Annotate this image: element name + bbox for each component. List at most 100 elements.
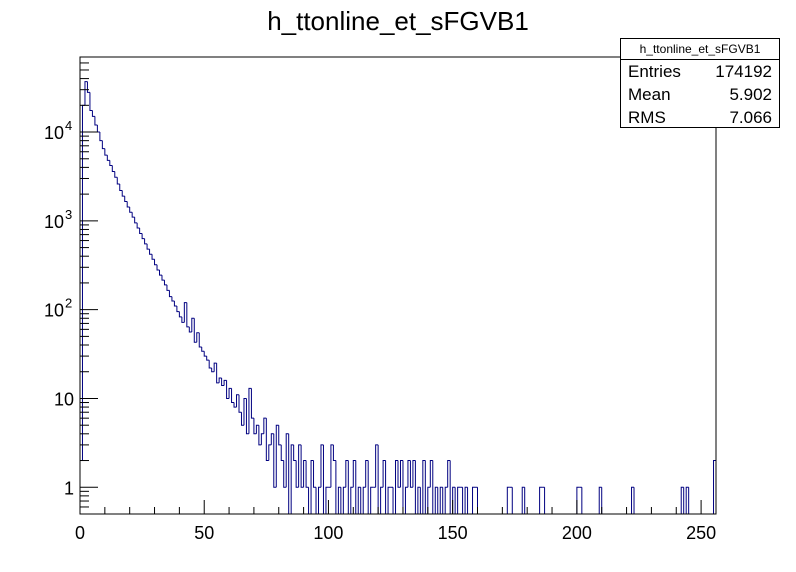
histogram-bin: [206, 356, 210, 361]
histogram-bin: [228, 387, 232, 399]
histogram-bin: [399, 460, 403, 488]
histogram-bin: [211, 368, 215, 373]
histogram-bin: [275, 424, 279, 488]
histogram-bin: [223, 379, 227, 386]
histogram-bin: [367, 460, 369, 514]
histogram-bin: [236, 394, 239, 408]
histogram-bin: [191, 317, 195, 333]
y-tick-label: 1: [64, 478, 74, 498]
histogram-bin: [335, 460, 337, 514]
x-tick-label: 250: [686, 523, 716, 543]
histogram-bin: [308, 487, 310, 514]
histogram-bin: [524, 487, 526, 514]
histogram-bin: [268, 444, 272, 461]
histogram-bin: [598, 486, 602, 514]
stats-rms-label: RMS: [628, 108, 666, 127]
histogram-bin: [116, 177, 120, 185]
histogram-bin: [387, 486, 391, 514]
histogram-bin: [345, 460, 349, 488]
histogram-bin: [444, 486, 448, 514]
histogram-bin: [146, 243, 150, 250]
stats-entries-value: 174192: [715, 62, 772, 81]
y-tick-label: 10: [44, 123, 64, 143]
histogram-bin: [397, 460, 401, 488]
histogram-bin: [104, 148, 108, 156]
histogram-bin: [439, 486, 443, 514]
histogram-bin: [111, 165, 115, 172]
histogram-bin: [318, 486, 321, 514]
histogram-bin: [86, 81, 90, 93]
histogram-bin: [370, 486, 374, 514]
histogram-bin: [285, 433, 289, 488]
histogram-bin: [248, 387, 252, 434]
histogram-bin: [392, 487, 394, 514]
histogram-bin: [365, 460, 369, 488]
histogram-bin: [380, 486, 384, 514]
histogram-bin: [432, 460, 434, 514]
histogram-bin: [176, 305, 180, 313]
histogram-bin: [126, 201, 130, 208]
histogram-bin: [452, 486, 456, 514]
histogram-bin: [114, 171, 118, 178]
histogram-bin: [231, 388, 235, 404]
histogram-bin: [278, 425, 282, 446]
histogram-bin: [342, 486, 346, 514]
histogram-bin: [84, 81, 88, 106]
histogram-bin: [544, 487, 546, 514]
x-tick-label: 200: [562, 523, 592, 543]
histogram-bin: [163, 280, 167, 286]
histogram-bin: [129, 207, 133, 213]
histogram-bin: [337, 486, 341, 514]
histogram-bin: [201, 346, 205, 352]
histogram-bin: [288, 433, 290, 514]
histogram-bin: [106, 155, 110, 161]
histogram-bin: [477, 487, 478, 514]
histogram-bin: [402, 460, 404, 514]
histogram-bin: [213, 362, 217, 372]
histogram-bin: [154, 259, 158, 266]
histogram-bin: [539, 486, 543, 514]
histogram-bin: [188, 326, 192, 333]
histogram-bin: [124, 196, 128, 203]
stats-row-entries: Entries 174192: [621, 60, 779, 83]
x-tick-label: 100: [313, 523, 343, 543]
histogram-bin: [472, 486, 476, 514]
histogram-bin: [713, 460, 716, 514]
histogram-bin: [260, 433, 264, 445]
histogram-bin: [521, 486, 525, 514]
histogram-bin: [395, 460, 398, 514]
histogram-bin: [419, 487, 421, 514]
histogram-bin: [417, 486, 421, 514]
y-tick-label: 10: [44, 212, 64, 232]
histogram-bin: [96, 125, 100, 133]
histogram-bin: [362, 486, 366, 514]
histogram-bin: [382, 460, 386, 488]
histogram-bin: [183, 302, 187, 323]
stats-rms-value: 7.066: [729, 108, 772, 127]
histogram-bin: [245, 398, 249, 435]
histogram-bin: [355, 460, 357, 514]
y-tick-label: 10: [54, 389, 74, 409]
histogram-bin: [283, 460, 287, 488]
histogram-bin: [340, 487, 342, 514]
histogram-bin: [310, 460, 314, 514]
histogram-bin: [303, 460, 307, 488]
histogram-bin: [119, 184, 123, 191]
histogram-bin: [412, 460, 416, 488]
histogram-bin: [238, 394, 242, 413]
histogram-bin: [99, 132, 103, 142]
histogram-bin: [631, 486, 635, 514]
histogram-bin: [407, 460, 411, 488]
histogram-bin: [437, 487, 439, 514]
histogram-bin: [134, 217, 138, 224]
histogram-bin: [683, 487, 685, 514]
y-tick-label: 10: [44, 301, 64, 321]
histogram-bin: [233, 402, 237, 408]
histogram-bin: [352, 460, 356, 488]
histogram-bin: [449, 460, 451, 514]
histogram-bin: [255, 424, 259, 434]
histogram-bin: [203, 351, 207, 357]
histogram-bin: [216, 363, 220, 384]
histogram-bin: [243, 397, 247, 426]
